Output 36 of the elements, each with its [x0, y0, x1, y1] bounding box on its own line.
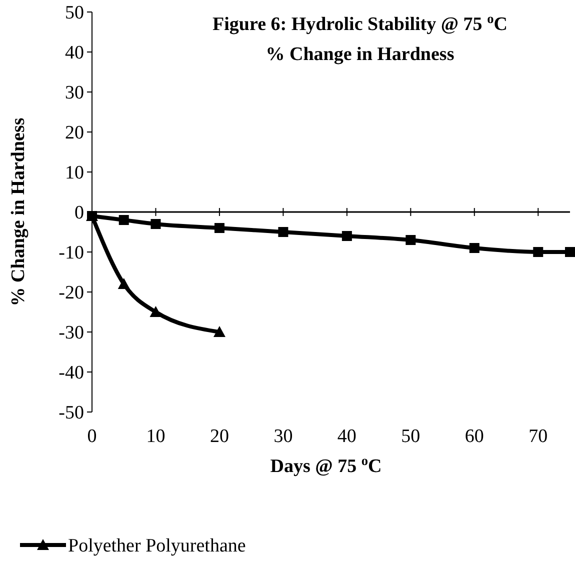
- point: [213, 326, 226, 337]
- chart-title: Figure 6: Hydrolic Stability @ 75 $^{o}$C: [212, 10, 508, 35]
- point: [214, 223, 224, 233]
- x-tick-label: 70: [528, 426, 548, 447]
- text: % Change in Hardness: [266, 44, 454, 65]
- point: [150, 306, 162, 317]
- y-tick-label: -50: [58, 402, 84, 424]
- point: [118, 215, 129, 225]
- y-axis-title: % Change in Hardness: [8, 118, 29, 306]
- y-tick-label: -30: [58, 322, 84, 344]
- point: [565, 247, 575, 257]
- point: [150, 219, 161, 229]
- point: [118, 278, 130, 289]
- point: [469, 243, 480, 253]
- y-tick-label: -40: [58, 362, 84, 384]
- x-tick-label: 60: [464, 426, 484, 447]
- x-axis-title: Days @ 75 $^{o}$C: [270, 452, 382, 477]
- legend-label: Polyether Polyurethane: [68, 536, 246, 557]
- point: [533, 247, 544, 257]
- y-tick-label: 40: [65, 42, 84, 64]
- y-tick-label: 20: [65, 122, 84, 144]
- x-tick-label: 0: [87, 426, 97, 447]
- x-tick-label: 10: [146, 426, 166, 447]
- point: [278, 227, 288, 237]
- y-tick-label: 0: [74, 202, 84, 224]
- x-tick-label: 20: [210, 426, 229, 447]
- point: [406, 235, 416, 245]
- y-tick-label: -20: [58, 282, 84, 304]
- y-tick-label: 30: [65, 82, 84, 104]
- y-tick-label: 50: [65, 2, 84, 24]
- point: [342, 231, 352, 241]
- x-tick-label: 30: [274, 426, 293, 447]
- y-tick-label: 10: [65, 162, 84, 184]
- y-tick-label: -10: [58, 242, 84, 264]
- x-tick-label: 50: [401, 426, 420, 447]
- x-tick-label: 40: [337, 426, 356, 447]
